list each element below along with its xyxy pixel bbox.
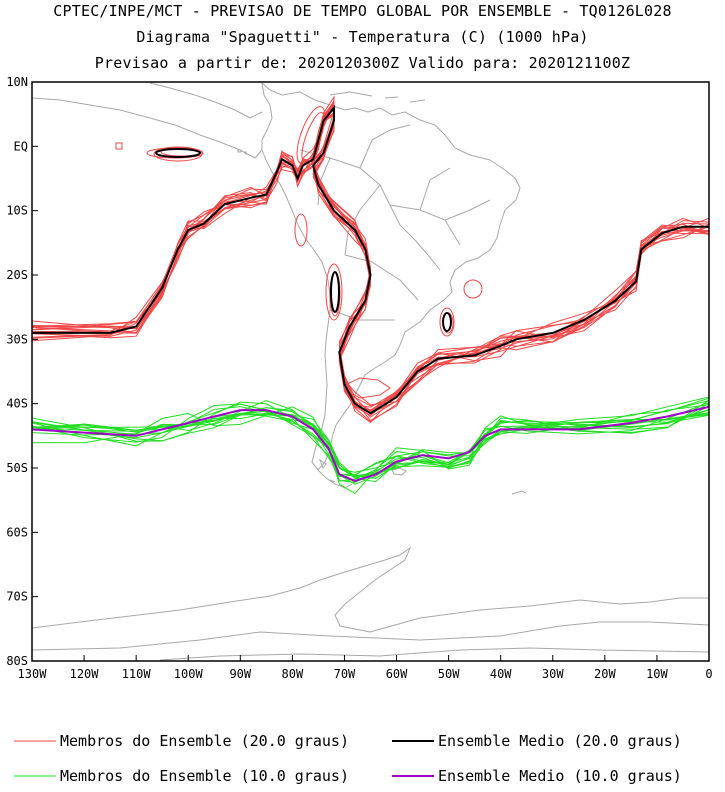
lon-tick-label: 100W — [174, 667, 204, 681]
latitude-axis: 10N EQ 10S 20S 30S 40S 50S 60S 70S 80S — [6, 75, 38, 668]
member-20-contour-blob — [463, 279, 483, 299]
antarctica-ice-shelf — [159, 647, 709, 661]
south-georgia — [511, 490, 527, 495]
ensemble-member-20-line — [32, 100, 709, 424]
ensemble-member-20-line — [32, 95, 709, 422]
antarctica-coast-south — [32, 621, 709, 651]
ensemble-mean-20-blob — [155, 148, 201, 158]
ensemble-mean-20-line — [32, 104, 709, 415]
ensemble-mean-10-line — [32, 405, 709, 482]
legend: Membros do Ensemble (20.0 graus) Ensemble… — [14, 732, 682, 785]
ensemble-mean-20-blob — [442, 312, 452, 332]
lon-tick-label: 10W — [646, 667, 668, 681]
legend-label: Ensemble Medio (10.0 graus) — [438, 767, 682, 785]
lon-tick-label: 80W — [282, 667, 304, 681]
lon-tick-label: 90W — [229, 667, 251, 681]
member-20-contour-blob — [153, 146, 203, 162]
lon-tick-label: 40W — [490, 667, 512, 681]
lon-tick-label: 0 — [705, 667, 712, 681]
lon-tick-label: 20W — [594, 667, 616, 681]
tierra-del-fuego-islands — [311, 458, 353, 489]
ensemble-member-10-line — [32, 399, 709, 495]
lat-tick-label: 70S — [6, 590, 28, 604]
ensemble-member-20-line — [32, 113, 709, 423]
central-america-coast-north — [149, 82, 263, 119]
member-20-contour-blob — [439, 307, 455, 337]
title-line-1: CPTEC/INPE/MCT - PREVISAO DE TEMPO GLOBA… — [53, 2, 672, 20]
lon-tick-label: 50W — [438, 667, 460, 681]
lon-tick-label: 130W — [18, 667, 48, 681]
plot-frame — [31, 81, 710, 662]
antarctic-peninsula — [32, 546, 709, 633]
ensemble-mean-layer — [32, 104, 709, 482]
galapagos — [237, 149, 247, 156]
ensemble-mean-20-blob — [330, 271, 340, 313]
falklands — [391, 467, 407, 476]
legend-label: Membros do Ensemble (10.0 graus) — [60, 767, 349, 785]
title-line-2: Diagrama "Spaguetti" - Temperatura (C) (… — [136, 28, 589, 46]
lon-tick-label: 60W — [386, 667, 408, 681]
ensemble-member-20-line — [32, 100, 709, 412]
lat-tick-label: 80S — [6, 654, 28, 668]
ensemble-member-20-line — [32, 111, 709, 411]
lon-tick-label: 30W — [542, 667, 564, 681]
ensemble-member-10-line — [32, 400, 709, 482]
lat-tick-label: 20S — [6, 268, 28, 282]
caribbean-islands — [329, 91, 426, 103]
south-america-coast — [261, 82, 521, 471]
lon-tick-label: 120W — [70, 667, 100, 681]
lon-tick-label: 110W — [122, 667, 152, 681]
member-20-contour-blob — [301, 111, 325, 163]
legend-label: Ensemble Medio (20.0 graus) — [438, 732, 682, 750]
longitude-axis: 130W 120W 110W 100W 90W 80W 70W 60W 50W 40W 30W 20W… — [18, 655, 713, 681]
lat-tick-label: 50S — [6, 461, 28, 475]
member-20-contour-blob — [294, 213, 308, 247]
lat-tick-label: 60S — [6, 525, 28, 539]
legend-label: Membros do Ensemble (20.0 graus) — [60, 732, 349, 750]
member-20-contour-blob — [325, 263, 343, 321]
ensemble-member-10-line — [32, 404, 709, 485]
lat-tick-label: 10S — [6, 204, 28, 218]
lon-tick-label: 70W — [334, 667, 356, 681]
lat-tick-label: EQ — [14, 139, 28, 153]
lat-tick-label: 10N — [6, 75, 28, 89]
ensemble-member-10-line — [32, 413, 709, 479]
title-line-3: Previsao a partir de: 2020120300Z Valido… — [94, 54, 631, 72]
member-20-contour-blob — [115, 142, 123, 150]
lat-tick-label: 40S — [6, 397, 28, 411]
ensemble-members-20-layer — [32, 95, 709, 424]
coastline-layer — [32, 82, 709, 661]
lat-tick-label: 30S — [6, 332, 28, 346]
